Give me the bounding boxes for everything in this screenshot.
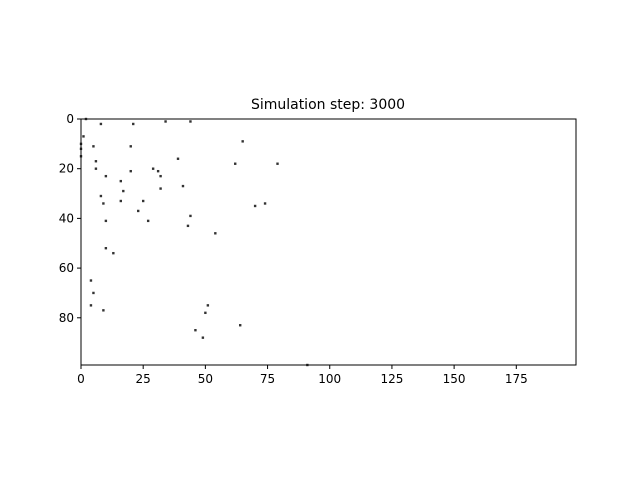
data-point-13 bbox=[94, 167, 98, 170]
y-tick-label-1: 20 bbox=[59, 162, 74, 176]
x-tick-label-6: 150 bbox=[443, 372, 466, 386]
x-tick-label-4: 100 bbox=[318, 372, 341, 386]
data-point-43 bbox=[102, 309, 105, 312]
data-point-26 bbox=[99, 194, 103, 198]
data-point-41 bbox=[92, 291, 95, 295]
x-tick-label-7: 175 bbox=[505, 372, 528, 386]
data-point-21 bbox=[159, 174, 162, 178]
data-point-10 bbox=[241, 140, 244, 143]
ticks-layer: 0 25 50 75 100 125 150 175 0 20 40 60 80 bbox=[59, 112, 528, 386]
data-point-39 bbox=[112, 251, 115, 255]
data-point-15 bbox=[234, 162, 237, 165]
data-point-18 bbox=[151, 167, 155, 170]
data-point-45 bbox=[204, 311, 207, 315]
data-point-16 bbox=[276, 162, 279, 165]
data-point-8 bbox=[92, 145, 95, 148]
y-tick-label-0: 0 bbox=[66, 112, 74, 126]
y-tick-label-2: 40 bbox=[59, 211, 74, 225]
plot-frame bbox=[80, 118, 577, 366]
data-point-25 bbox=[122, 189, 125, 193]
data-point-40 bbox=[89, 279, 93, 282]
chart-title: Simulation step: 3000 bbox=[251, 97, 405, 113]
data-point-33 bbox=[189, 214, 192, 218]
data-point-47 bbox=[194, 329, 197, 332]
data-point-3 bbox=[164, 120, 167, 123]
data-point-30 bbox=[263, 202, 267, 205]
data-point-27 bbox=[102, 202, 105, 205]
data-point-5 bbox=[82, 135, 85, 138]
data-point-1 bbox=[99, 122, 103, 126]
data-point-42 bbox=[89, 304, 93, 307]
data-point-14 bbox=[176, 157, 180, 160]
data-point-46 bbox=[239, 324, 242, 327]
data-point-34 bbox=[104, 219, 108, 223]
data-point-31 bbox=[253, 204, 257, 208]
data-point-9 bbox=[129, 145, 132, 148]
data-point-29 bbox=[141, 199, 145, 203]
x-tick-label-3: 75 bbox=[260, 372, 275, 386]
data-point-28 bbox=[119, 199, 122, 203]
y-tick-label-4: 80 bbox=[59, 311, 74, 325]
data-point-32 bbox=[137, 209, 140, 213]
data-point-23 bbox=[181, 184, 185, 188]
x-tick-label-0: 0 bbox=[77, 372, 85, 386]
data-point-24 bbox=[159, 187, 162, 190]
data-point-35 bbox=[146, 219, 150, 223]
data-point-22 bbox=[119, 179, 122, 183]
data-point-38 bbox=[104, 247, 108, 250]
data-point-48 bbox=[201, 336, 205, 339]
data-point-17 bbox=[129, 169, 132, 173]
x-tick-label-2: 50 bbox=[198, 372, 213, 386]
data-point-4 bbox=[189, 120, 192, 123]
x-tick-label-5: 125 bbox=[380, 372, 403, 386]
data-point-19 bbox=[156, 169, 160, 173]
y-tick-label-3: 60 bbox=[59, 261, 74, 275]
data-point-36 bbox=[186, 224, 190, 228]
data-point-2 bbox=[132, 122, 135, 126]
x-tick-label-1: 25 bbox=[136, 372, 151, 386]
data-point-20 bbox=[104, 174, 108, 178]
data-point-12 bbox=[94, 160, 98, 163]
data-point-37 bbox=[214, 232, 217, 235]
data-point-44 bbox=[206, 304, 210, 307]
